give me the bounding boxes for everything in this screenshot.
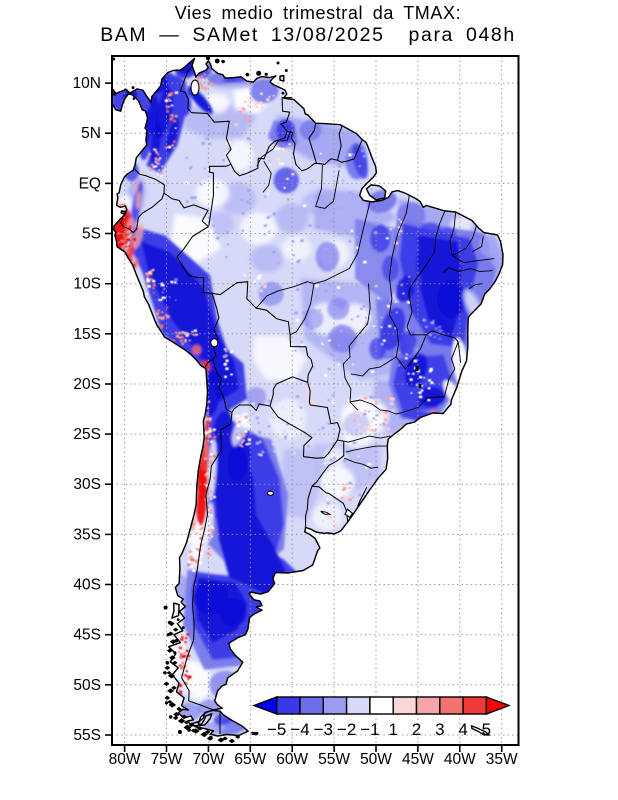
svg-text:40S: 40S (73, 577, 101, 594)
svg-text:60W: 60W (276, 751, 308, 768)
svg-text:BAM — SAMet 13/08/2025 para 0: BAM — SAMet 13/08/2025 para 048h (100, 24, 516, 46)
svg-text:20S: 20S (73, 376, 101, 393)
svg-text:5: 5 (482, 720, 491, 739)
svg-text:55S: 55S (73, 727, 101, 744)
svg-text:35W: 35W (486, 751, 518, 768)
svg-text:25S: 25S (73, 426, 101, 443)
svg-text:75W: 75W (151, 751, 183, 768)
svg-text:10S: 10S (73, 276, 101, 293)
svg-text:40W: 40W (444, 751, 476, 768)
svg-text:45S: 45S (73, 627, 101, 644)
svg-text:50S: 50S (73, 677, 101, 694)
svg-text:45W: 45W (402, 751, 434, 768)
svg-text:15S: 15S (73, 326, 101, 343)
svg-text:3: 3 (435, 720, 444, 739)
svg-text:5S: 5S (82, 226, 101, 243)
svg-text:5N: 5N (81, 125, 101, 142)
svg-text:70W: 70W (192, 751, 224, 768)
svg-text:−3: −3 (314, 720, 333, 739)
svg-text:10N: 10N (73, 75, 101, 92)
svg-text:55W: 55W (318, 751, 350, 768)
svg-text:−1: −1 (360, 720, 379, 739)
svg-text:65W: 65W (234, 751, 266, 768)
svg-text:1: 1 (388, 720, 397, 739)
svg-text:30S: 30S (73, 476, 101, 493)
svg-text:EQ: EQ (79, 175, 101, 192)
svg-text:−4: −4 (290, 720, 309, 739)
svg-text:Vies medio trimestral da TMAX:: Vies medio trimestral da TMAX: (175, 3, 461, 23)
svg-text:35S: 35S (73, 526, 101, 543)
svg-text:80W: 80W (109, 751, 141, 768)
svg-text:4: 4 (458, 720, 467, 739)
svg-text:−2: −2 (337, 720, 356, 739)
svg-text:2: 2 (412, 720, 421, 739)
svg-text:−5: −5 (267, 720, 286, 739)
svg-text:50W: 50W (360, 751, 392, 768)
